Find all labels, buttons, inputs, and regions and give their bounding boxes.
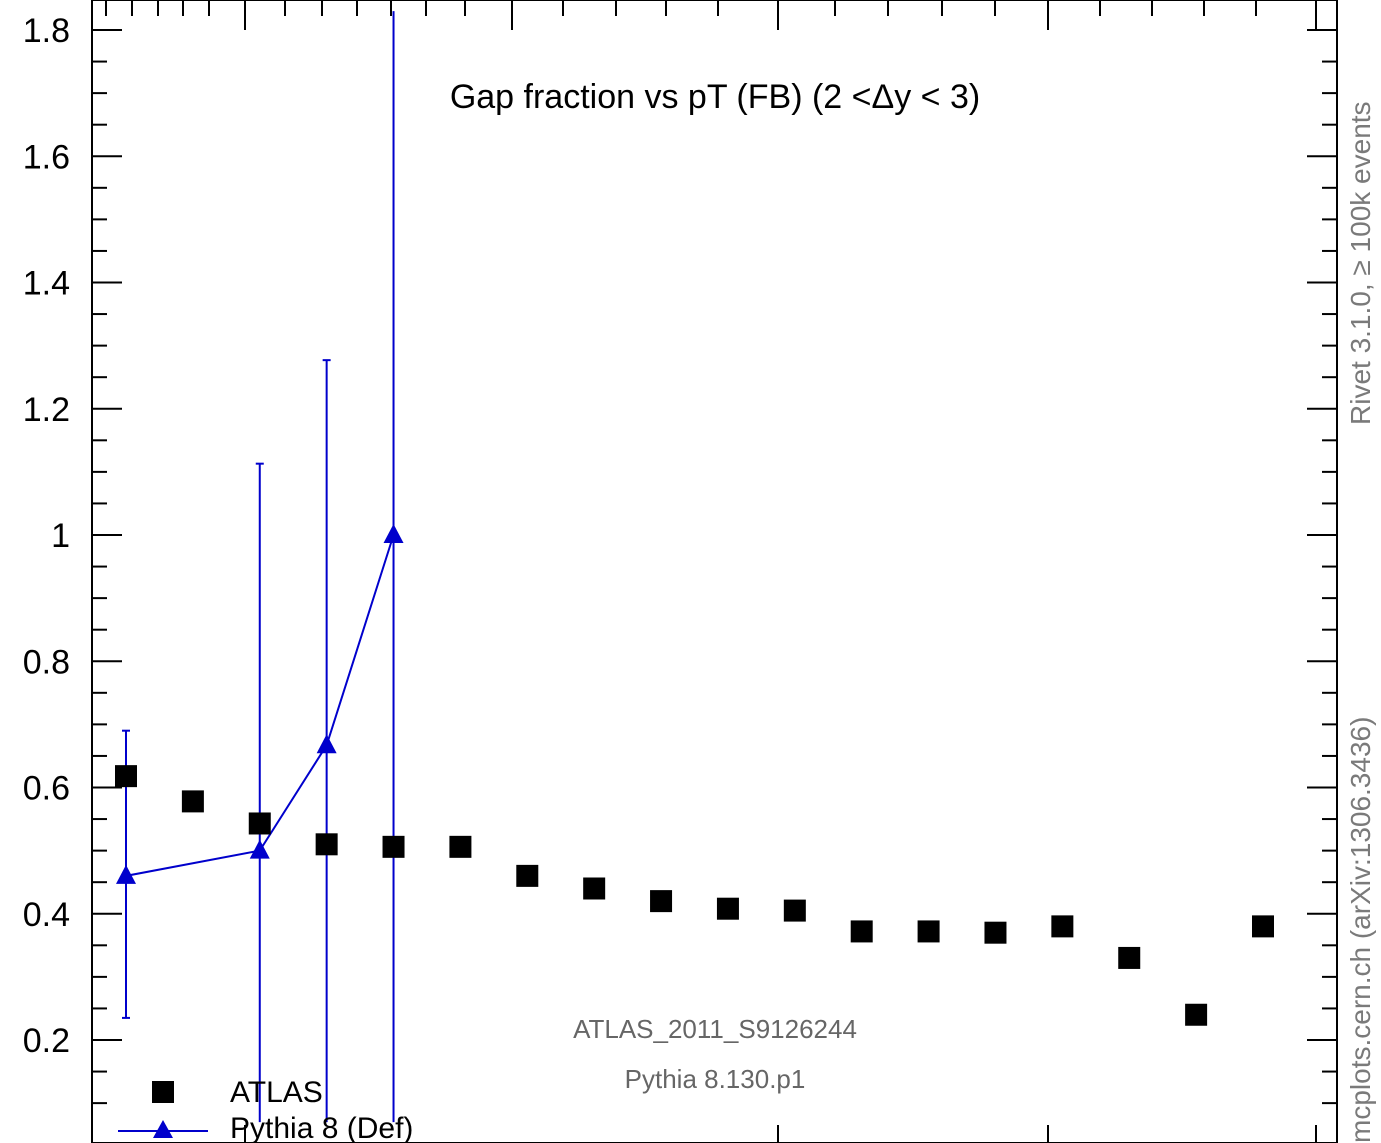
y-tick-label: 1.4 bbox=[23, 265, 70, 303]
atlas-point bbox=[248, 812, 271, 835]
legend-atlas-label: ATLAS bbox=[230, 1076, 323, 1109]
legend: ATLAS Pythia 8 (Def) bbox=[118, 1076, 413, 1143]
atlas-point bbox=[583, 877, 606, 900]
y-tick-label: 0.4 bbox=[23, 896, 70, 934]
pythia-point bbox=[249, 839, 270, 859]
y-tick-label: 1.8 bbox=[23, 12, 70, 50]
atlas-point bbox=[181, 790, 204, 813]
chart-title: Gap fraction vs pT (FB) (2 <Δy < 3) bbox=[450, 78, 980, 116]
pythia-point bbox=[116, 864, 136, 884]
atlas-point bbox=[449, 835, 472, 858]
legend-pythia-marker bbox=[153, 1120, 173, 1138]
atlas-point bbox=[650, 890, 673, 913]
atlas-point bbox=[984, 921, 1007, 944]
atlas-point bbox=[716, 897, 739, 920]
atlas-point bbox=[382, 835, 405, 858]
y-tick-label: 0.8 bbox=[23, 643, 70, 681]
atlas-point bbox=[315, 833, 338, 856]
atlas-point bbox=[516, 864, 539, 887]
plot-frame bbox=[91, 0, 1338, 1143]
atlas-series bbox=[115, 765, 1274, 1026]
pythia-series bbox=[116, 11, 404, 1123]
pythia-point bbox=[316, 734, 337, 754]
y-tick-label: 1 bbox=[51, 517, 70, 555]
y-tick-label: 1.6 bbox=[23, 138, 70, 176]
atlas-point bbox=[1051, 915, 1074, 938]
atlas-point bbox=[115, 765, 137, 788]
y-tick-labels: 0.2 0.4 0.6 0.8 1 1.2 1.4 1.6 1.8 bbox=[23, 12, 70, 1060]
atlas-point bbox=[917, 920, 940, 943]
generator-annotation: Pythia 8.130.p1 bbox=[625, 1064, 806, 1094]
atlas-point bbox=[1252, 915, 1274, 938]
mcplots-label: mcplots.cern.ch (arXiv:1306.3436) bbox=[1345, 717, 1376, 1143]
atlas-point bbox=[1118, 946, 1141, 969]
pythia-point bbox=[383, 524, 404, 543]
y-tick-label: 0.6 bbox=[23, 770, 70, 808]
axis-ticks bbox=[92, 0, 1337, 1143]
pythia-line bbox=[125, 534, 395, 877]
atlas-point bbox=[783, 899, 806, 922]
analysis-annotation: ATLAS_2011_S9126244 bbox=[573, 1014, 857, 1044]
legend-atlas-marker bbox=[152, 1081, 174, 1103]
legend-pythia-label: Pythia 8 (Def) bbox=[230, 1112, 413, 1143]
atlas-point bbox=[850, 920, 873, 943]
rivet-version-label: Rivet 3.1.0, ≥ 100k events bbox=[1345, 101, 1376, 425]
y-tick-label: 1.2 bbox=[23, 391, 70, 429]
y-tick-label: 0.2 bbox=[23, 1022, 70, 1060]
atlas-point bbox=[1185, 1003, 1208, 1026]
